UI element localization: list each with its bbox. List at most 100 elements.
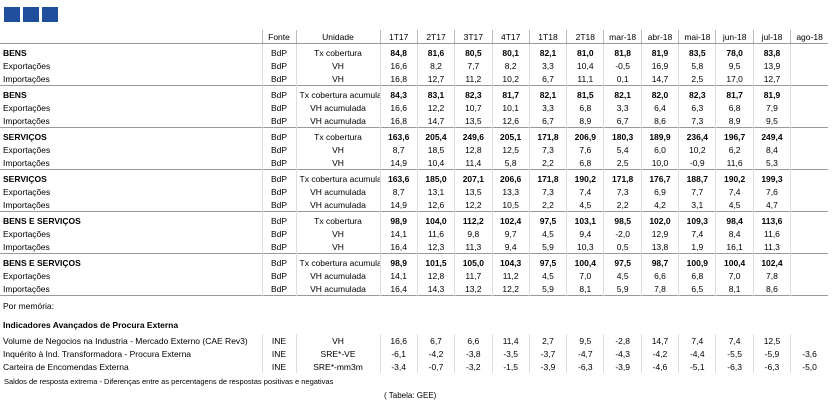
row-label: Exportações (3, 186, 51, 197)
value-cell: 6,7 (528, 114, 567, 128)
value-cell: -0,7 (416, 360, 455, 373)
unidade-cell: Tx cobertura (295, 211, 381, 227)
value-cell (790, 59, 828, 72)
row-label: Importações (3, 115, 50, 126)
value-cell: 10,3 (566, 240, 604, 254)
value-cell: 6,5 (678, 282, 716, 296)
value-cell: 81,9 (752, 85, 791, 101)
unidade-cell: VH (295, 334, 381, 347)
value-cell: 207,1 (454, 169, 492, 185)
value-cell: 12,5 (752, 334, 791, 347)
memo-subtitle-row: Indicadores Avançados de Procura Externa (0, 316, 828, 334)
header-cell: 1T18 (528, 30, 567, 44)
value-cell: 11,6 (416, 227, 455, 240)
header-cell: Fonte (261, 30, 297, 44)
value-cell: 10,7 (454, 101, 492, 114)
value-cell: 0,1 (603, 72, 642, 86)
value-cell: 0,5 (603, 240, 642, 254)
unidade-cell: VH acumulada (295, 282, 381, 296)
value-cell: -5,1 (678, 360, 716, 373)
row-label: BENS (3, 47, 27, 58)
unidade-cell: VH acumulada (295, 185, 381, 198)
value-cell: 163,6 (379, 169, 418, 185)
value-cell: 6,7 (528, 72, 567, 86)
unidade-cell: SRE*-VE (295, 347, 381, 360)
value-cell: 102,4 (491, 211, 530, 227)
value-cell: 6,8 (566, 156, 604, 170)
fonte-cell: BdP (261, 43, 297, 59)
value-cell: -6,1 (379, 347, 418, 360)
header-cell: jul-18 (752, 30, 791, 44)
value-cell: 98,9 (379, 211, 418, 227)
value-cell: 2,5 (603, 156, 642, 170)
value-cell (790, 72, 828, 86)
row-label: BENS E SERVIÇOS (3, 257, 81, 268)
value-cell (790, 227, 828, 240)
row-label: Importações (3, 73, 50, 84)
value-cell (790, 185, 828, 198)
value-cell: 14,9 (379, 198, 418, 212)
value-cell: 8,2 (491, 59, 530, 72)
value-cell: 12,6 (416, 198, 455, 212)
value-cell: 8,4 (715, 227, 754, 240)
row-label: SERVIÇOS (3, 173, 47, 184)
value-cell: 8,1 (715, 282, 754, 296)
unidade-cell: Tx cobertura acumulada (295, 253, 381, 269)
value-cell: 104,0 (416, 211, 455, 227)
value-cell: 82,1 (528, 43, 567, 59)
value-cell: 100,9 (678, 253, 716, 269)
value-cell: 6,8 (566, 101, 604, 114)
header-cell: 2T18 (566, 30, 604, 44)
value-cell: -5,0 (790, 360, 828, 373)
fonte-cell: BdP (261, 185, 297, 198)
value-cell: 7,7 (454, 59, 492, 72)
value-cell: 12,7 (416, 72, 455, 86)
value-cell: 10,4 (566, 59, 604, 72)
value-cell: 8,7 (379, 185, 418, 198)
fonte-cell: BdP (261, 269, 297, 282)
header-cell: abr-18 (640, 30, 679, 44)
unidade-cell: Tx cobertura (295, 127, 381, 143)
value-cell: 10,2 (491, 72, 530, 86)
value-cell: 3,3 (603, 101, 642, 114)
value-cell: 9,4 (491, 240, 530, 254)
value-cell: 185,0 (416, 169, 455, 185)
value-cell: 82,3 (678, 85, 716, 101)
header-cell: ago-18 (790, 30, 828, 44)
value-cell: -3,9 (528, 360, 567, 373)
row-label: Inquérito à Ind. Transformadora - Procur… (3, 348, 192, 359)
value-cell: 9,7 (491, 227, 530, 240)
value-cell: 11,2 (454, 72, 492, 86)
value-cell: 6,6 (640, 269, 679, 282)
unidade-cell: VH (295, 72, 381, 86)
value-cell: 7,4 (566, 185, 604, 198)
value-cell: 11,1 (566, 72, 604, 86)
value-cell: 10,5 (491, 198, 530, 212)
row-label: Importações (3, 157, 50, 168)
logo-squares (4, 7, 58, 22)
fonte-cell: BdP (261, 211, 297, 227)
value-cell: 98,7 (640, 253, 679, 269)
value-cell: 205,1 (491, 127, 530, 143)
value-cell (790, 101, 828, 114)
table-block: BENS BdP Tx cobertura 84,8 81,6 80,5 80,1 82,1 8… (0, 43, 828, 86)
value-cell: 112,2 (454, 211, 492, 227)
row-label: Exportações (3, 270, 51, 281)
footnote: Saldos de resposta extrema - Diferenças … (4, 377, 334, 386)
value-cell: 3,3 (528, 59, 567, 72)
value-cell: 16,1 (715, 240, 754, 254)
data-row: Exportações BdP VH acumulada 16,6 12,2 10,7 10… (0, 101, 828, 114)
value-cell: 13,9 (752, 59, 791, 72)
data-row: Exportações BdP VH acumulada 8,7 13,1 13,5 13,… (0, 185, 828, 198)
row-label: Importações (3, 283, 50, 294)
row-label: Exportações (3, 102, 51, 113)
value-cell (790, 85, 828, 101)
value-cell: 82,1 (528, 85, 567, 101)
data-row: Importações BdP VH acumulada 14,9 12,6 12,2 10… (0, 198, 828, 212)
value-cell: 8,4 (752, 143, 791, 156)
value-cell: 17,0 (715, 72, 754, 86)
unidade-cell: VH acumulada (295, 269, 381, 282)
value-cell: 97,5 (528, 253, 567, 269)
